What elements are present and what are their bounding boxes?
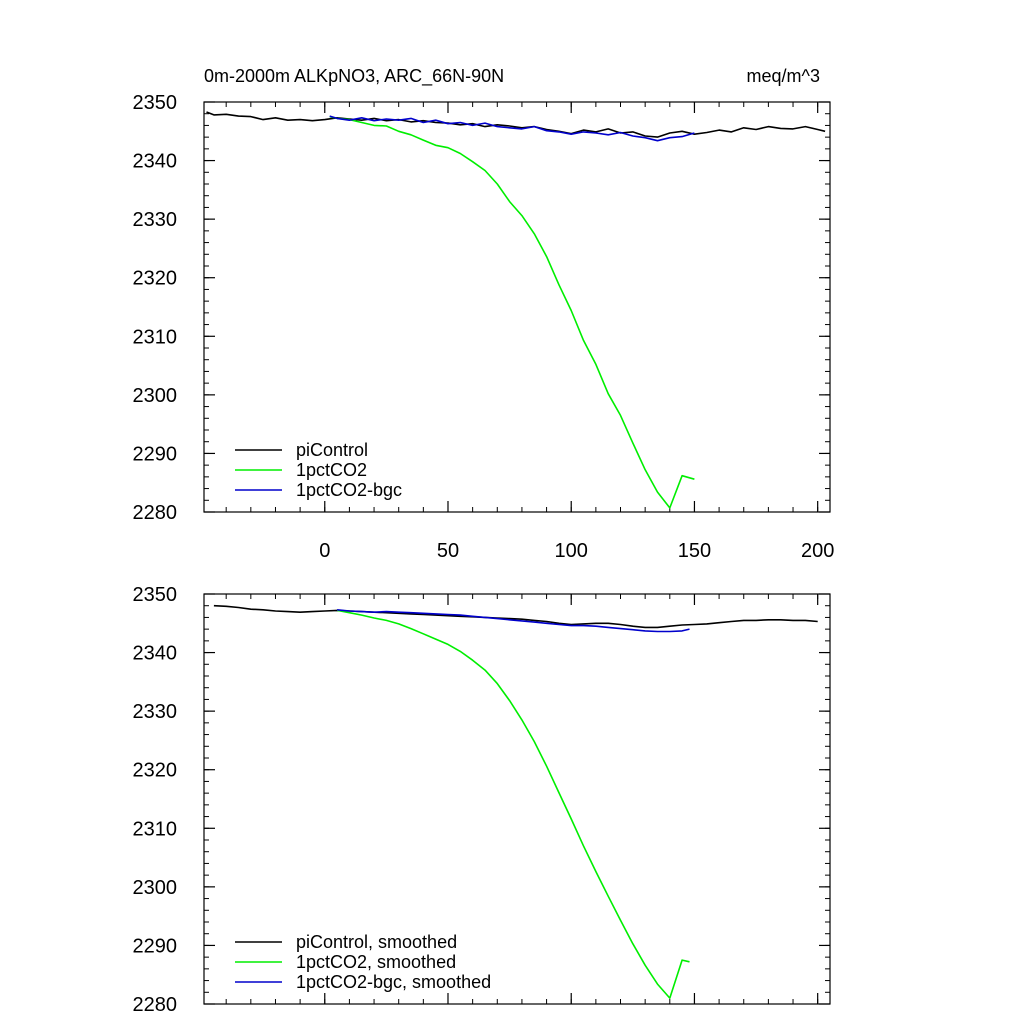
x-tick-label: 150 bbox=[678, 540, 711, 562]
chart-title: 0m-2000m ALKpNO3, ARC_66N-90N bbox=[204, 66, 504, 87]
x-tick-label: 50 bbox=[437, 540, 459, 562]
x-tick-label: 100 bbox=[555, 540, 588, 562]
y-tick-label: 2280 bbox=[133, 994, 178, 1016]
series-line-1pctCO2-bgc bbox=[337, 609, 690, 633]
y-tick-label: 2300 bbox=[133, 877, 178, 899]
bottom-panel: 2280 2290 2300 2310 2320 2330 2340 2350 piContro… bbox=[133, 584, 831, 1016]
legend-label-piControl: piControl, smoothed bbox=[296, 932, 457, 952]
legend-label-1pctCO2-bgc: 1pctCO2-bgc, smoothed bbox=[296, 972, 491, 992]
x-tick-label: 200 bbox=[801, 540, 834, 562]
x-tick-label: 0 bbox=[319, 540, 330, 562]
y-tick-label: 2290 bbox=[133, 443, 178, 465]
plot-frame bbox=[203, 101, 831, 513]
y-tick-label: 2350 bbox=[133, 92, 178, 114]
y-tick-label: 2330 bbox=[133, 701, 178, 723]
legend-label-1pctCO2: 1pctCO2, smoothed bbox=[296, 952, 456, 972]
y-tick-label: 2320 bbox=[133, 760, 178, 782]
series-line-1pctCO2-bgc bbox=[329, 115, 695, 142]
legend-label-1pctCO2: 1pctCO2 bbox=[296, 460, 367, 480]
y-tick-label: 2300 bbox=[133, 385, 178, 407]
legend-label-piControl: piControl bbox=[296, 440, 368, 460]
series-line-1pctCO2 bbox=[336, 609, 690, 999]
y-tick-label: 2340 bbox=[133, 151, 178, 173]
units-label: meq/m^3 bbox=[747, 66, 820, 86]
y-tick-label: 2280 bbox=[133, 502, 178, 524]
y-tick-label: 2320 bbox=[133, 268, 178, 290]
y-tick-label: 2340 bbox=[133, 643, 178, 665]
series-line-piControl bbox=[206, 111, 826, 138]
series-line-piControl bbox=[213, 604, 818, 629]
y-tick-label: 2310 bbox=[133, 326, 178, 348]
y-tick-label: 2330 bbox=[133, 209, 178, 231]
legend-label-1pctCO2-bgc: 1pctCO2-bgc bbox=[296, 480, 402, 500]
y-tick-label: 2290 bbox=[133, 935, 178, 957]
top-panel: 2280 2290 2300 2310 2320 2330 2340 2350 0 50 100 15… bbox=[133, 92, 835, 562]
series-line-1pctCO2 bbox=[329, 115, 695, 509]
y-tick-label: 2310 bbox=[133, 818, 178, 840]
plot-frame bbox=[203, 593, 831, 1005]
y-tick-label: 2350 bbox=[133, 584, 178, 606]
